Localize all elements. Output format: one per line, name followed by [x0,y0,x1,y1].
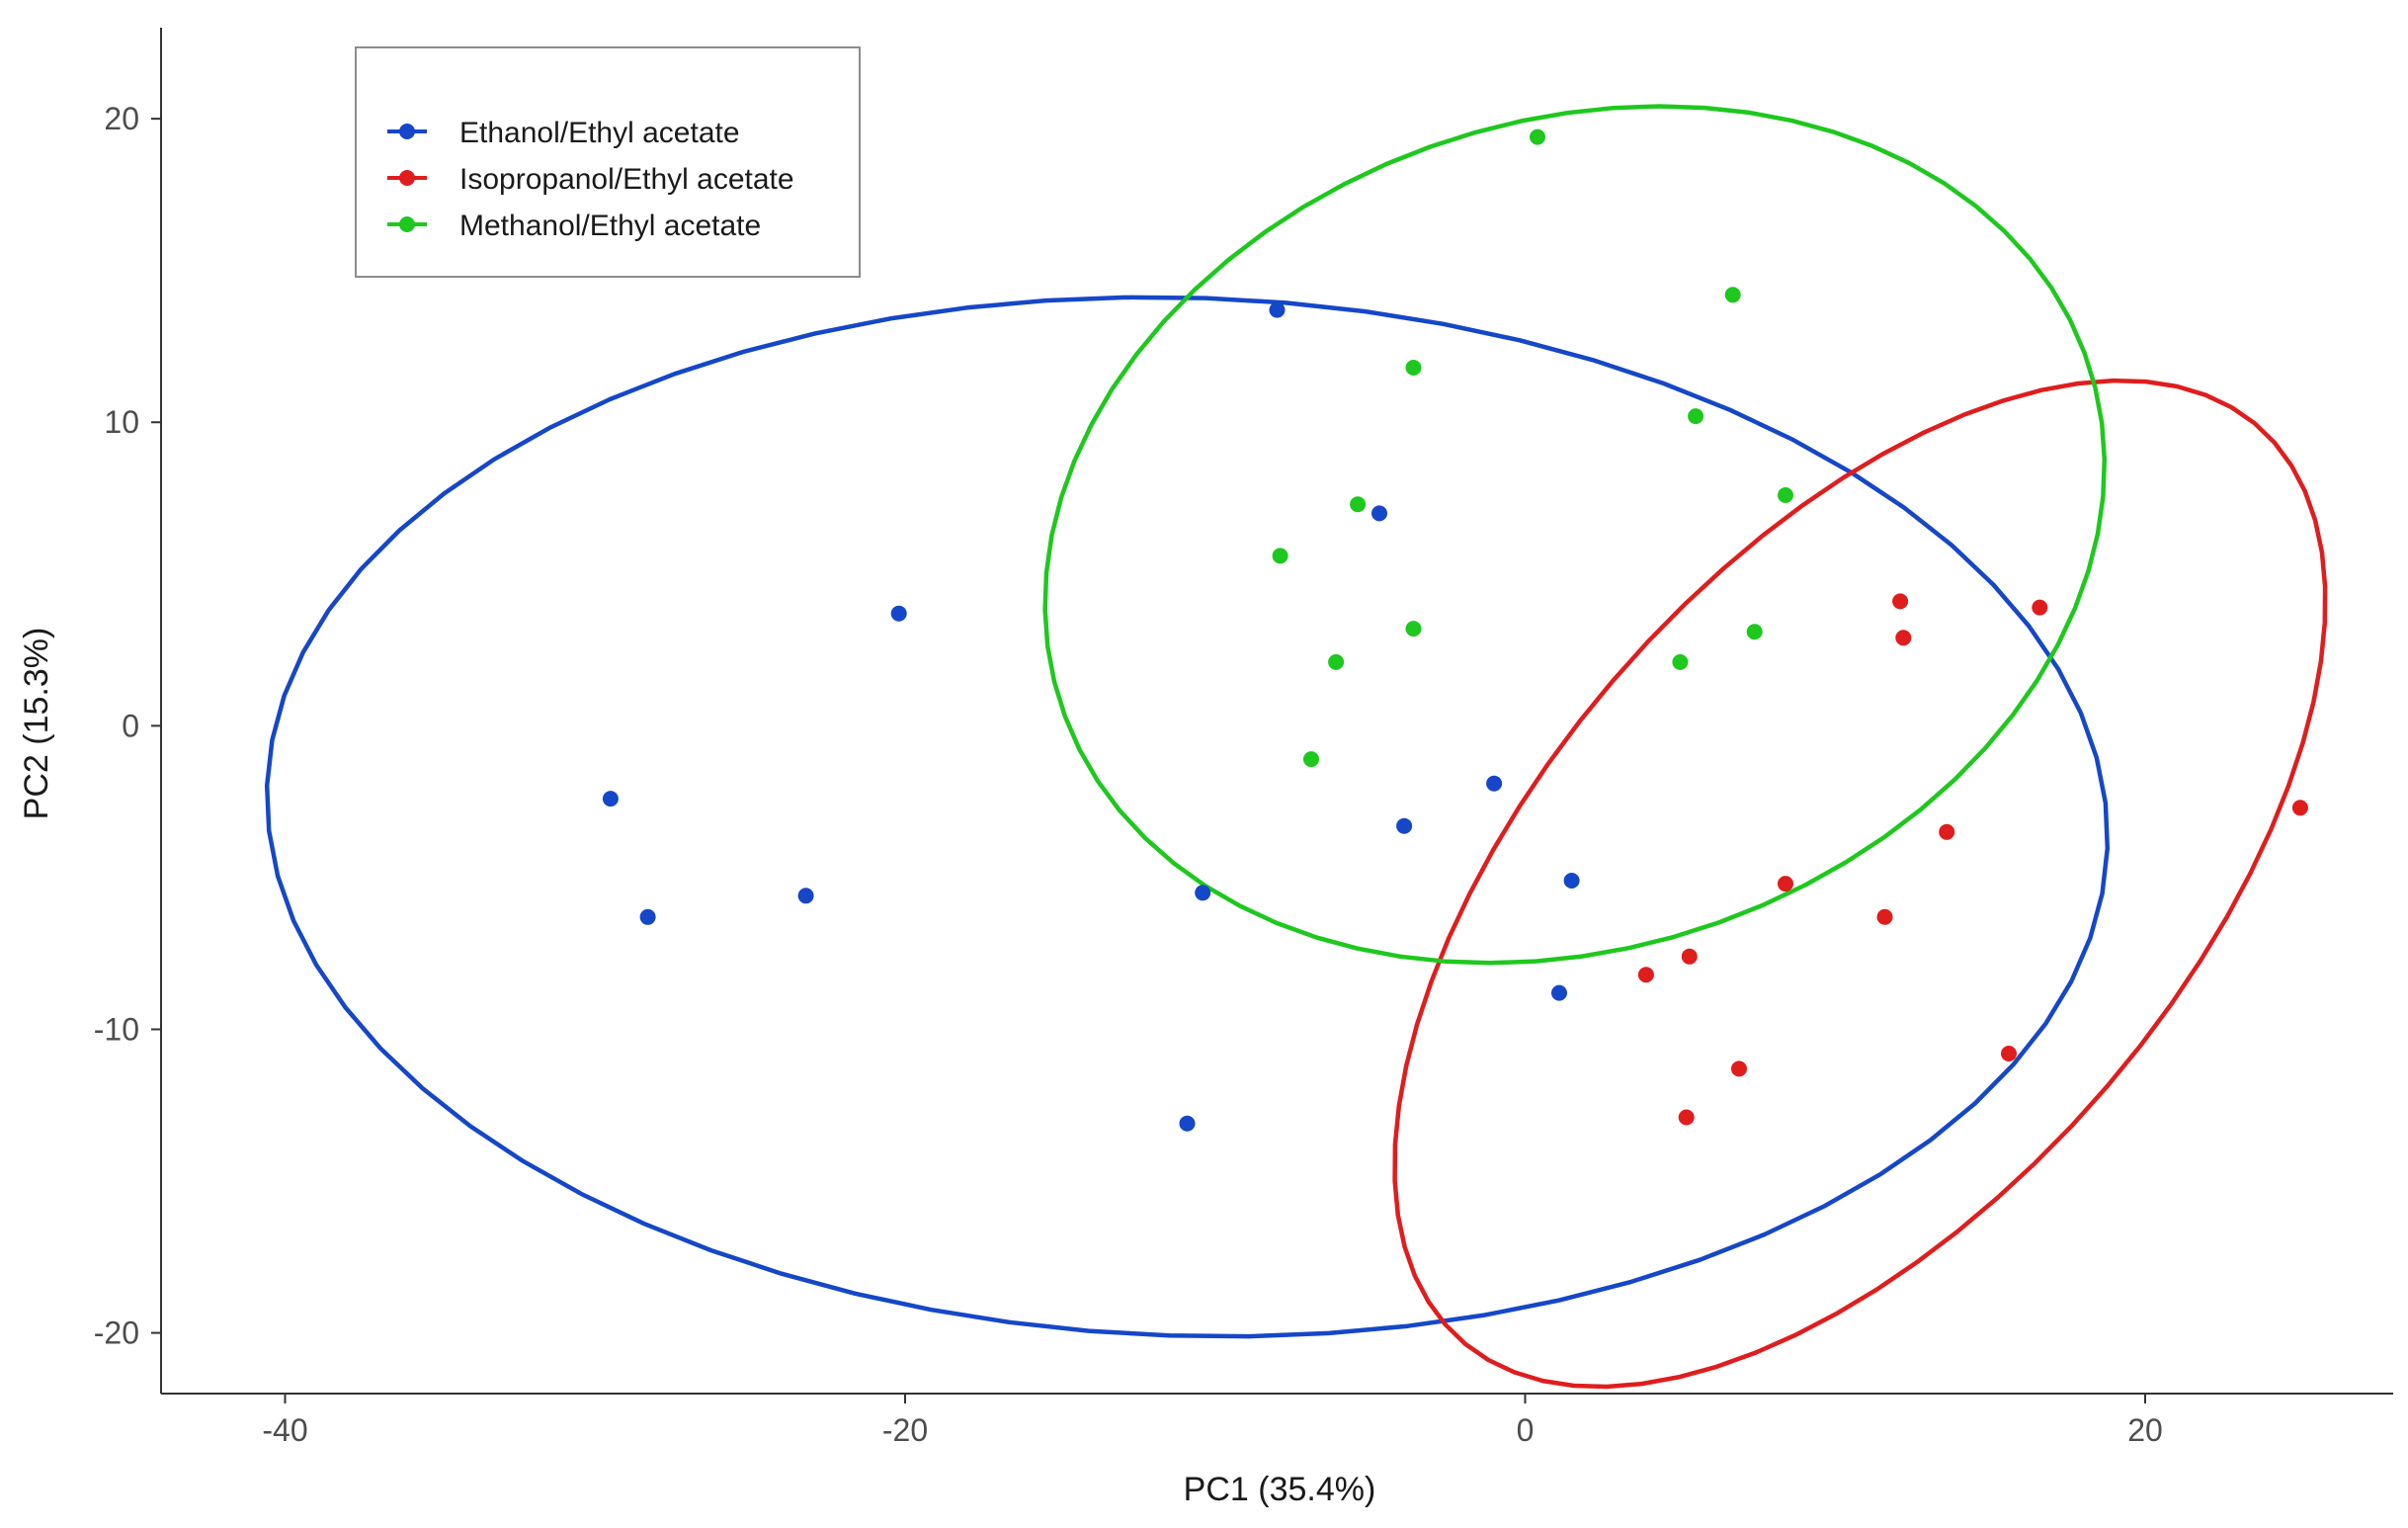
legend-swatch-dot-ethanol [399,124,415,139]
point-ethanol [1396,817,1413,834]
point-isopropanol [2291,800,2308,816]
ellipse-ethanol-ethyl-acetate [264,295,2111,1339]
point-isopropanol [1637,967,1654,983]
point-isopropanol [2032,599,2048,616]
legend: Ethanol/Ethyl acetate Isopropanol/Ethyl a… [355,46,861,278]
x-axis-title: PC1 (35.4%) [1184,1471,1376,1508]
point-ethanol [797,888,814,904]
data-points [602,128,2308,1132]
legend-items: Ethanol/Ethyl acetate Isopropanol/Ethyl a… [387,117,794,242]
legend-swatch-dot-methanol [399,216,415,232]
point-methanol [1272,548,1288,564]
x-tick-label: -40 [262,1412,307,1448]
ellipse-methanol-ethyl-acetate [1042,104,2108,966]
point-ethanol [890,605,907,622]
point-isopropanol [1778,876,1793,892]
point-isopropanol [1895,630,1912,646]
point-methanol [1350,496,1367,513]
legend-label-ethanol: Ethanol/Ethyl acetate [459,117,740,149]
point-isopropanol [2001,1046,2017,1061]
y-axis-title: PC2 (15.3%) [18,628,55,820]
point-methanol [1688,408,1704,425]
point-ethanol [1486,775,1503,792]
point-ethanol [1179,1115,1196,1132]
point-methanol [1778,487,1793,503]
point-ethanol [1563,873,1580,889]
point-ethanol [602,791,619,807]
point-isopropanol [1678,1109,1695,1126]
legend-swatch-dot-isopropanol [399,170,415,186]
point-ethanol [1195,885,1211,901]
point-methanol [1405,621,1422,637]
x-ticks: -40 -20 0 20 [262,1394,2163,1448]
legend-label-methanol: Methanol/Ethyl acetate [459,210,761,242]
y-tick-label: 20 [104,101,139,136]
x-tick-label: 0 [1517,1412,1535,1448]
point-isopropanol [1876,908,1893,925]
point-ethanol [639,908,656,925]
confidence-ellipses [264,104,2328,1390]
x-tick-label: -20 [882,1412,928,1448]
x-tick-label: 20 [2127,1412,2163,1448]
point-ethanol [1551,984,1567,1001]
point-ethanol [1371,505,1387,522]
ellipse-isopropanol-ethyl-acetate [1392,378,2328,1390]
y-tick-label: -20 [94,1316,139,1351]
axes: -40 -20 0 20 -20 -10 0 10 20 [94,28,2393,1448]
point-methanol [1746,624,1763,640]
point-methanol [1724,287,1741,303]
legend-box [355,46,861,278]
point-methanol [1303,751,1319,768]
point-ethanol [1269,301,1286,318]
y-ticks: -20 -10 0 10 20 [94,101,161,1351]
point-isopropanol [1939,823,1955,840]
point-isopropanol [1731,1061,1747,1077]
point-isopropanol [1681,948,1698,965]
point-methanol [1405,360,1422,376]
legend-label-isopropanol: Isopropanol/Ethyl acetate [459,163,794,196]
point-methanol [1530,128,1545,145]
y-tick-label: -10 [94,1011,139,1047]
point-isopropanol [1892,593,1909,610]
point-methanol [1672,653,1689,670]
point-methanol [1328,653,1345,670]
y-tick-label: 10 [104,404,139,440]
y-tick-label: 0 [122,708,139,743]
